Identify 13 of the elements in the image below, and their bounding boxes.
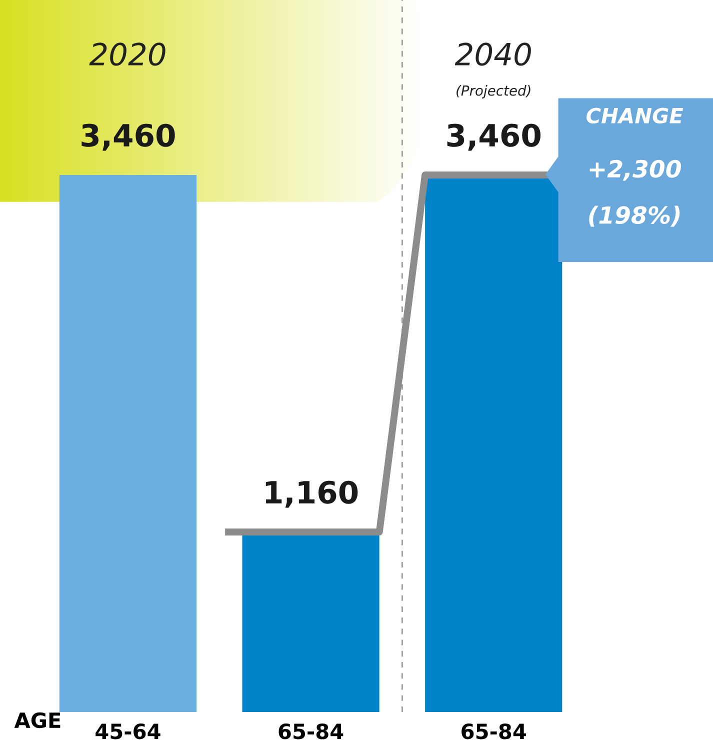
text: (198%)	[589, 206, 680, 227]
x-tick-label: 65-84	[278, 723, 344, 740]
data-label: 3,460	[82, 124, 175, 151]
text: +2,300	[590, 160, 681, 181]
data-label: 3,460	[447, 124, 540, 151]
text: 2020	[89, 42, 166, 66]
text: (Projected)	[456, 85, 530, 98]
x-tick-label: 45-64	[96, 724, 160, 740]
text: 2040	[454, 42, 531, 66]
text: CHANGE	[586, 108, 684, 124]
data-label: 1,160	[266, 480, 358, 508]
x-axis-title: AGE	[14, 712, 60, 728]
x-tick-label: 65-84	[462, 723, 526, 740]
